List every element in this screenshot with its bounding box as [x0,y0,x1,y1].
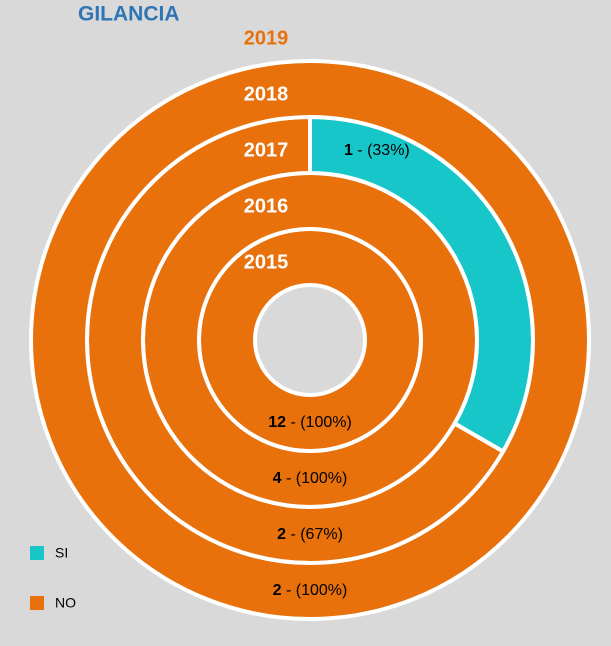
data-label: 4 - (100%) [273,470,348,487]
data-label-percent: - (33%) [353,142,410,159]
data-label-value: 4 [273,470,282,487]
data-label-value: 2 [277,526,286,543]
ring-label: 2015 [244,251,289,273]
data-label-value: 2 [273,582,282,599]
data-label: 12 - (100%) [268,414,352,431]
data-label-percent: - (67%) [286,526,343,543]
ring-segment [29,58,591,622]
data-label: 2 - (100%) [273,582,348,599]
legend-label: SI [55,545,68,561]
data-label-value: 1 [344,142,353,159]
ring-label: 2019 [244,27,289,49]
data-label-value: 12 [268,414,286,431]
data-label-percent: - (100%) [282,582,348,599]
data-label: 1 - (33%) [344,142,410,159]
legend-swatch [30,596,44,610]
ring-label: 2016 [244,195,289,217]
data-label-percent: - (100%) [282,470,348,487]
chart-title: GILANCIA [78,3,180,26]
legend-swatch [30,546,44,560]
legend-label: NO [55,595,76,611]
data-label-percent: - (100%) [286,414,352,431]
data-label: 2 - (67%) [277,526,343,543]
ring-label: 2018 [244,83,289,105]
ring-label: 2017 [244,139,289,161]
